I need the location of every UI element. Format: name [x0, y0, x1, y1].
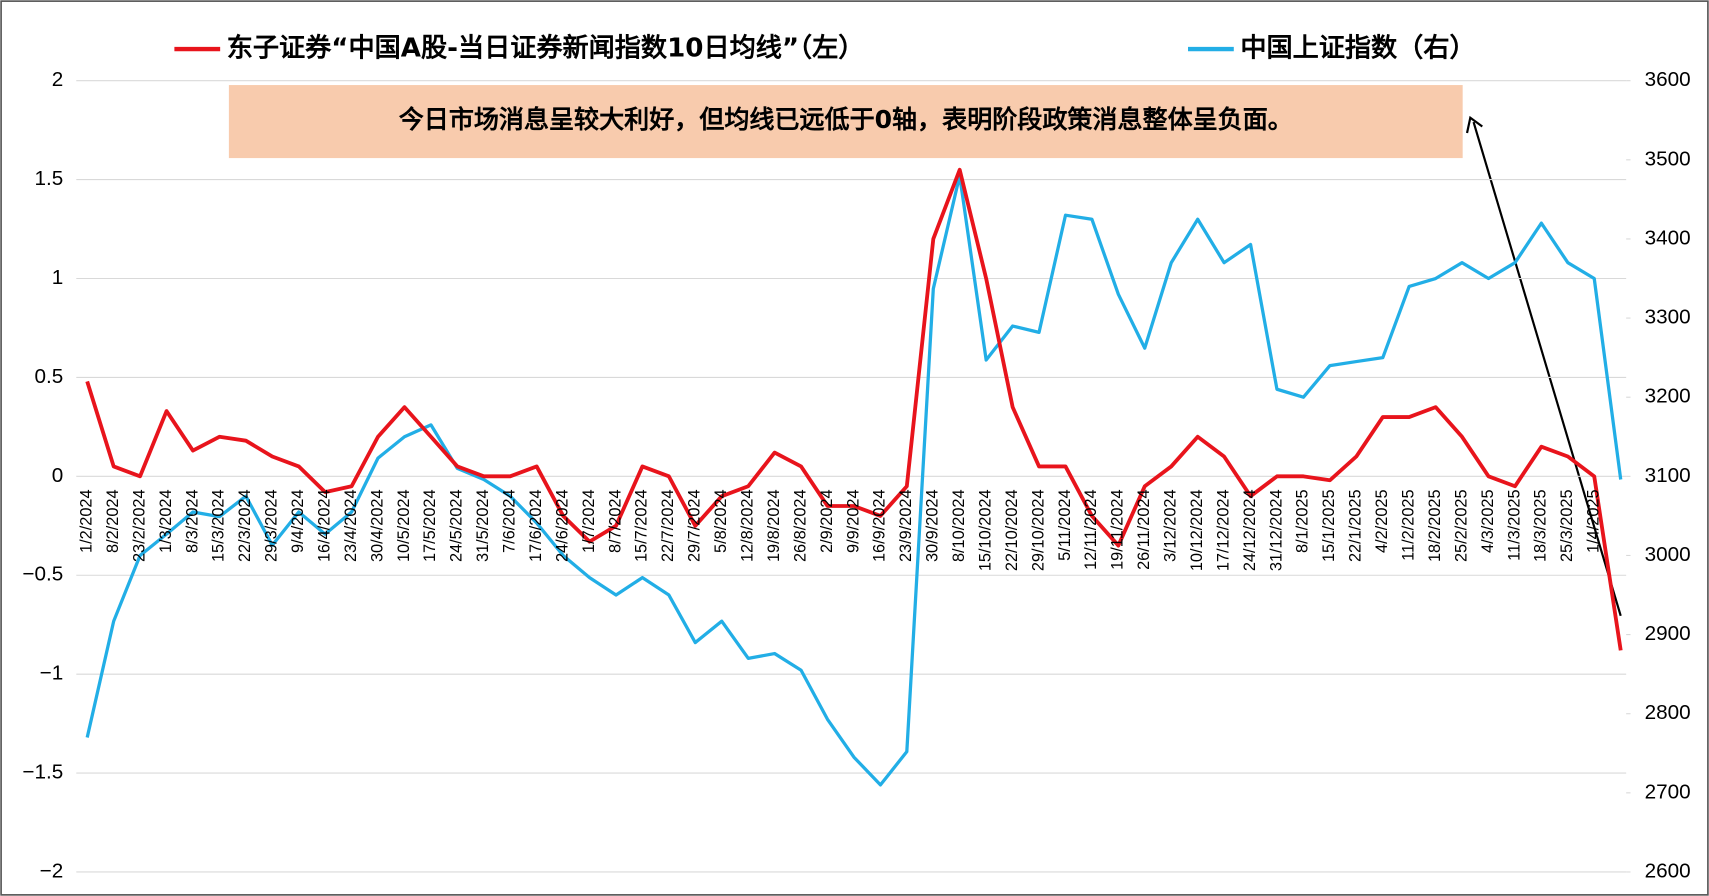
x-tick-label: 22/3/2024: [236, 489, 254, 562]
x-tick-label: 11/2/2025: [1400, 489, 1418, 560]
x-tick-label: 17/6/2024: [527, 489, 545, 562]
x-tick-label: 8/3/2024: [183, 489, 201, 553]
x-tick-label: 10/5/2024: [395, 489, 413, 562]
grid: [76, 80, 1631, 873]
x-tick-label: 9/4/2024: [289, 489, 307, 553]
x-tick-label: 15/1/2025: [1320, 489, 1338, 562]
x-tick-label: 1/2/2024: [78, 489, 96, 553]
x-tick-label: 22/1/2025: [1347, 489, 1365, 562]
x-tick-label: 30/9/2024: [924, 489, 942, 562]
y2-tick-label: 3600: [1645, 68, 1691, 91]
x-tick-label: 8/1/2025: [1294, 489, 1312, 553]
plot: [85, 167, 1623, 787]
series-line: [85, 167, 1623, 651]
x-tick-label: 29/3/2024: [263, 489, 281, 562]
x-tick-label: 18/2/2025: [1426, 489, 1444, 562]
y2-tick-label: 2800: [1645, 701, 1691, 724]
x-tick-label: 24/6/2024: [553, 489, 571, 562]
y2-tick-label: 2600: [1645, 859, 1691, 882]
annotation: 今日市场消息呈较大利好，但均线已远低于0轴，表明阶段政策消息整体呈负面。: [399, 105, 1293, 134]
x-tick-label: 31/5/2024: [474, 489, 492, 562]
legend-label: 中国上证指数（右）: [1240, 34, 1475, 64]
x-tick-label: 26/11/2024: [1135, 489, 1153, 570]
x-tick-label: 22/7/2024: [659, 489, 677, 562]
x-tick-label: 15/7/2024: [633, 489, 651, 562]
x-tick-label: 1/4/2025: [1585, 489, 1603, 553]
x-tick-label: 15/10/2024: [976, 489, 994, 571]
x-tick-label: 1/3/2024: [157, 489, 175, 553]
y-tick-label: 2: [52, 68, 64, 91]
x-tick-label: 8/7/2024: [606, 489, 624, 553]
x-tick-label: 5/11/2024: [1056, 489, 1074, 560]
x-tick-label: 8/2/2024: [104, 489, 122, 553]
x-tick-label: 19/11/2024: [1109, 489, 1127, 570]
y2-tick-label: 3400: [1645, 226, 1691, 249]
x-tick-label: 30/4/2024: [368, 489, 386, 562]
x-tick-label: 25/3/2025: [1558, 489, 1576, 562]
x-tick-label: 23/2/2024: [130, 489, 148, 562]
x-tick-label: 15/3/2024: [210, 489, 228, 562]
y-tick-label: −1: [40, 662, 64, 685]
x-tick-label: 9/9/2024: [844, 489, 862, 553]
y-tick-label: −1.5: [22, 761, 63, 784]
x-tick-label: 22/10/2024: [1003, 489, 1021, 571]
y2-tick-label: 3100: [1645, 464, 1691, 487]
x-tick-label: 16/4/2024: [315, 489, 333, 562]
x-tick-label: 17/12/2024: [1214, 489, 1232, 571]
x-tick-label: 24/5/2024: [448, 489, 466, 562]
y2-tick-label: 3000: [1645, 543, 1691, 566]
annotation-box: [228, 85, 1463, 159]
x-tick-label: 12/11/2024: [1082, 489, 1100, 570]
arrow-head: [1465, 115, 1483, 134]
x-tick-label: 2/9/2024: [818, 489, 836, 553]
x-tick-label: 8/10/2024: [950, 489, 968, 562]
x-tick-label: 5/8/2024: [712, 489, 730, 553]
y2-tick-label: 3200: [1645, 385, 1691, 408]
x-tick-label: 7/6/2024: [501, 489, 519, 553]
x-tick-label: 19/8/2024: [765, 489, 783, 562]
arrow: [1472, 121, 1622, 617]
x-tick-label: 17/5/2024: [421, 489, 439, 562]
y-tick-label: 1: [52, 266, 64, 289]
x-tick-label: 29/10/2024: [1029, 489, 1047, 571]
x-tick-label: 12/8/2024: [739, 489, 757, 562]
x-tick-label: 25/2/2025: [1452, 489, 1470, 562]
y-tick-label: 1.5: [34, 167, 63, 190]
x-tick-label: 18/3/2025: [1532, 489, 1550, 562]
y-tick-label: 0: [52, 464, 64, 487]
x-tick-label: 4/3/2025: [1479, 489, 1497, 553]
x-tick-label: 24/12/2024: [1241, 489, 1259, 571]
y-tick-label: 0.5: [34, 365, 63, 388]
x-tick-label: 29/7/2024: [686, 489, 704, 562]
y2-tick-label: 3500: [1645, 147, 1691, 170]
x-tick-label: 3/12/2024: [1162, 489, 1180, 562]
y-tick-label: −2: [40, 859, 64, 882]
x-tick-label: 23/9/2024: [897, 489, 915, 562]
x-tick-label: 16/9/2024: [871, 489, 889, 562]
x-tick-label: 26/8/2024: [791, 489, 809, 562]
legend-label: 东子证券“中国A股-当日证券新闻指数10日均线”（左）: [227, 33, 865, 64]
y2-tick-label: 3300: [1645, 306, 1691, 329]
y2-tick-label: 2700: [1645, 780, 1691, 803]
x-tick-label: 11/3/2025: [1505, 489, 1523, 560]
x-tick-label: 4/2/2025: [1373, 489, 1391, 553]
x-tick-label: 23/4/2024: [342, 489, 360, 562]
y2-tick-label: 2900: [1645, 622, 1691, 645]
x-tick-label: 1/7/2024: [580, 489, 598, 553]
x-tick-label: 31/12/2024: [1267, 489, 1285, 571]
y-tick-label: −0.5: [22, 563, 63, 586]
series-line: [85, 173, 1623, 787]
x-tick-label: 10/12/2024: [1188, 489, 1206, 571]
